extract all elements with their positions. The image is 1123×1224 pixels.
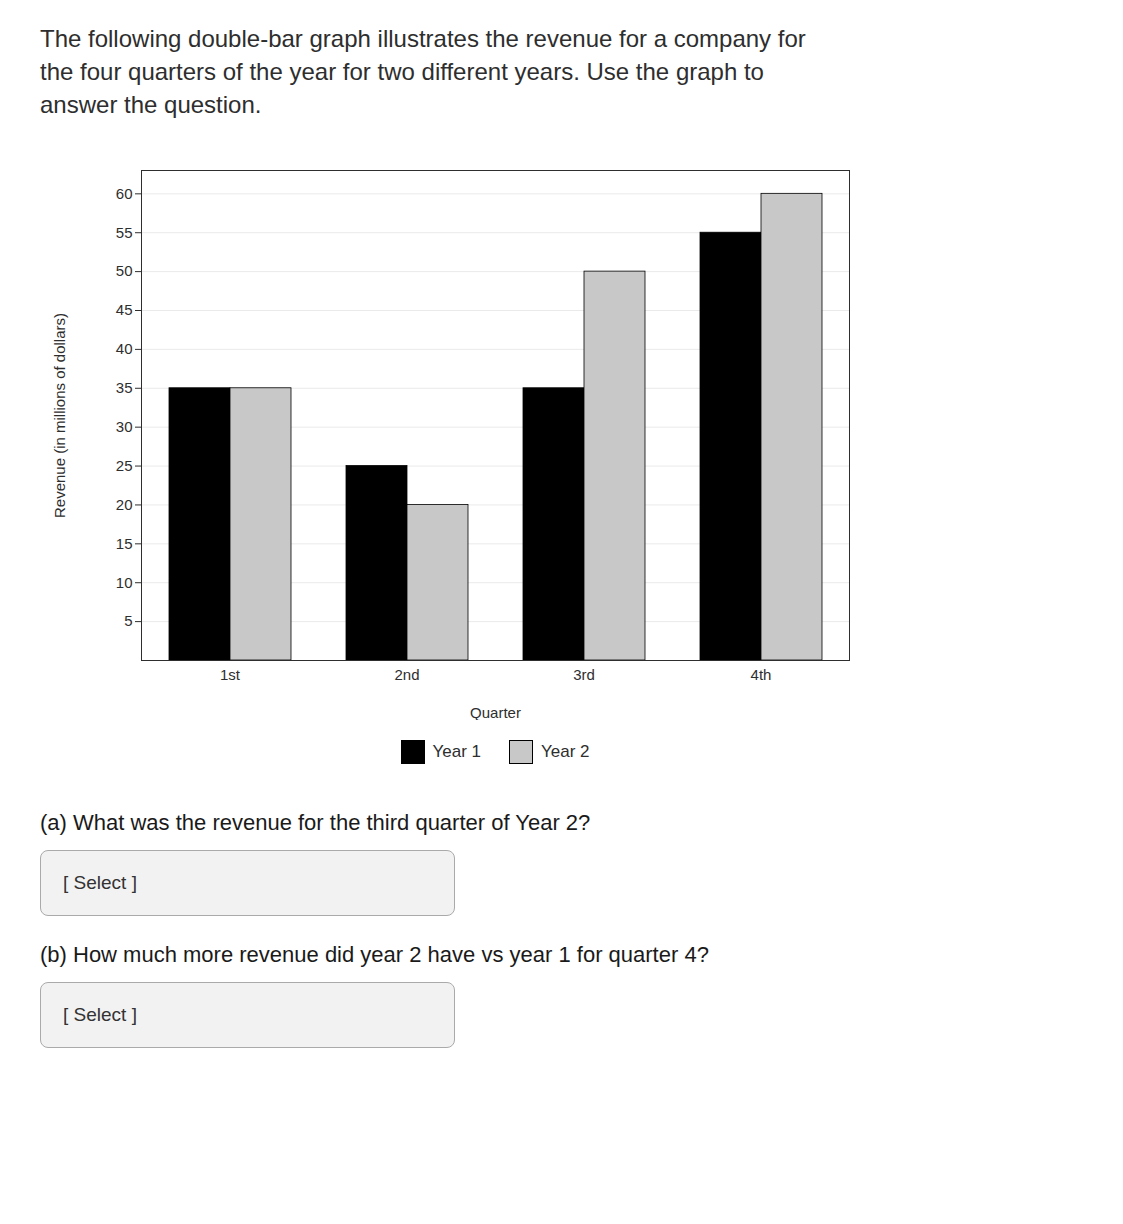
svg-text:40: 40 xyxy=(116,340,133,357)
svg-text:45: 45 xyxy=(116,301,133,318)
svg-text:60: 60 xyxy=(116,185,133,202)
svg-text:2nd: 2nd xyxy=(394,666,419,683)
html-text:[ Select ]: [ Select ] xyxy=(63,872,137,893)
html-text:Year 1: Year 1 xyxy=(432,742,481,761)
html-text:answer the question.: answer the question. xyxy=(40,91,262,118)
html-text:Year 2: Year 2 xyxy=(541,742,590,761)
svg-text:50: 50 xyxy=(116,262,133,279)
html-text:The following double-bar graph: The following double-bar graph illustrat… xyxy=(40,25,806,52)
html-text:(b) How much more revenue did: (b) How much more revenue did year 2 hav… xyxy=(40,942,709,967)
svg-text:1st: 1st xyxy=(220,666,241,683)
html-text:the four quarters of the year: the four quarters of the year for two di… xyxy=(40,58,764,85)
svg-text:Quarter: Quarter xyxy=(470,704,521,721)
svg-text:Revenue (in millions of dollar: Revenue (in millions of dollars) xyxy=(51,313,68,518)
svg-text:4th: 4th xyxy=(751,666,772,683)
svg-text:35: 35 xyxy=(116,379,133,396)
svg-text:20: 20 xyxy=(116,496,133,513)
html-text:[ Select ]: [ Select ] xyxy=(63,1004,137,1025)
svg-text:5: 5 xyxy=(124,612,132,629)
svg-text:3rd: 3rd xyxy=(573,666,595,683)
svg-text:55: 55 xyxy=(116,224,133,241)
svg-text:15: 15 xyxy=(116,535,133,552)
svg-text:30: 30 xyxy=(116,418,133,435)
svg-text:25: 25 xyxy=(116,457,133,474)
svg-text:10: 10 xyxy=(116,574,133,591)
html-text:(a) What was the revenue for t: (a) What was the revenue for the third q… xyxy=(40,810,591,835)
